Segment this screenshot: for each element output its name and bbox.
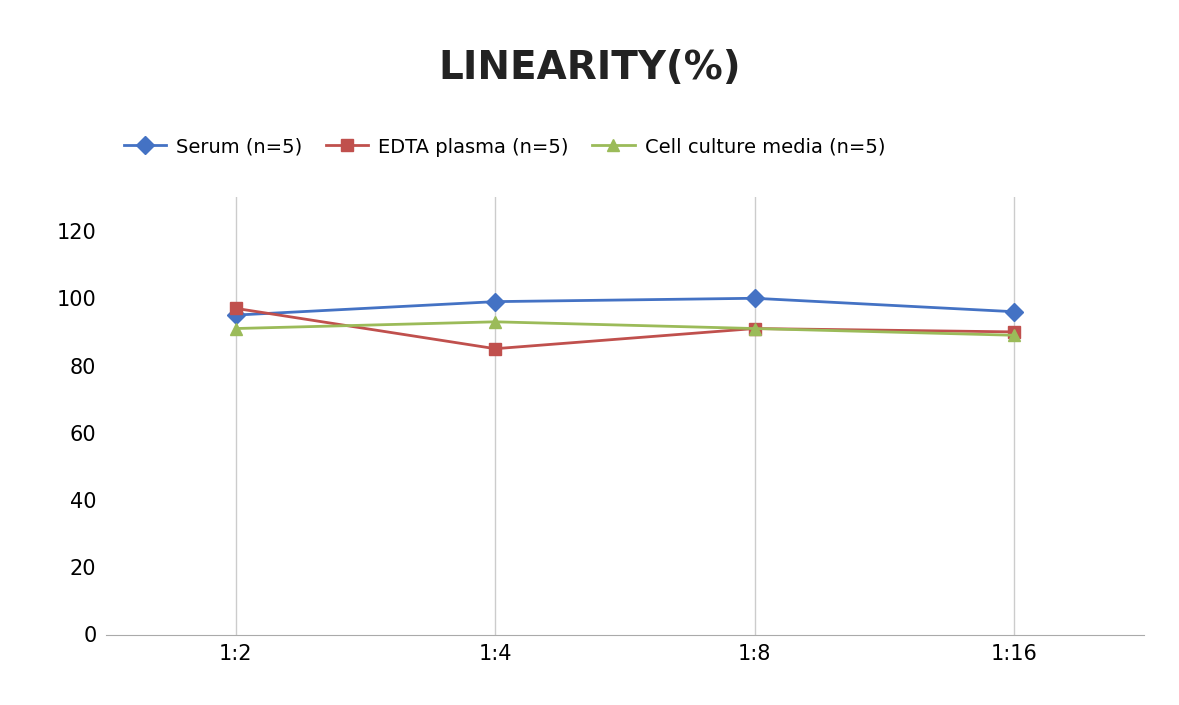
EDTA plasma (n=5) bbox=[229, 304, 243, 312]
EDTA plasma (n=5) bbox=[488, 345, 502, 353]
EDTA plasma (n=5) bbox=[1007, 328, 1021, 336]
EDTA plasma (n=5) bbox=[747, 324, 762, 333]
Line: Serum (n=5): Serum (n=5) bbox=[230, 292, 1020, 321]
Cell culture media (n=5) bbox=[747, 324, 762, 333]
Line: EDTA plasma (n=5): EDTA plasma (n=5) bbox=[230, 303, 1020, 354]
Cell culture media (n=5) bbox=[488, 317, 502, 326]
Serum (n=5) bbox=[1007, 307, 1021, 316]
Serum (n=5) bbox=[229, 311, 243, 319]
Serum (n=5) bbox=[488, 298, 502, 306]
Line: Cell culture media (n=5): Cell culture media (n=5) bbox=[230, 316, 1020, 341]
Cell culture media (n=5) bbox=[1007, 331, 1021, 340]
Legend: Serum (n=5), EDTA plasma (n=5), Cell culture media (n=5): Serum (n=5), EDTA plasma (n=5), Cell cul… bbox=[116, 130, 893, 164]
Serum (n=5) bbox=[747, 294, 762, 302]
Cell culture media (n=5) bbox=[229, 324, 243, 333]
Text: LINEARITY(%): LINEARITY(%) bbox=[439, 49, 740, 87]
